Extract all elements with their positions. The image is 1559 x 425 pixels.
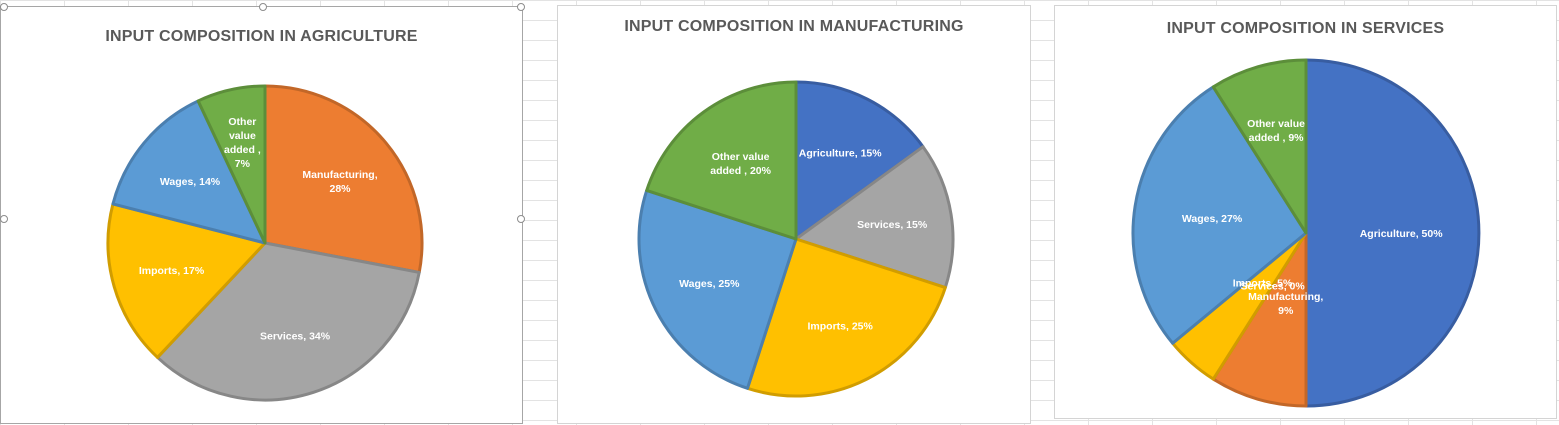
data-label-services: Services, 34% — [260, 331, 331, 343]
data-label-wages: Wages, 14% — [160, 176, 221, 188]
slice-wages[interactable] — [111, 99, 267, 245]
slice-imports[interactable] — [106, 202, 267, 359]
chart-title: INPUT COMPOSITION IN MANUFACTURING — [624, 18, 964, 35]
data-label-manufacturing: Manufacturing, 9% — [1248, 291, 1323, 317]
slice-manufacturing[interactable] — [1211, 231, 1308, 408]
data-label-agriculture: Agriculture, 50% — [1360, 228, 1444, 240]
chart-services[interactable]: INPUT COMPOSITION IN SERVICES Agricultur… — [1054, 5, 1557, 419]
chart-manufacturing[interactable]: INPUT COMPOSITION IN MANUFACTURING Agric… — [557, 5, 1031, 424]
slice-services[interactable] — [156, 241, 421, 402]
pie-chart-services: Agriculture, 50% Manufacturing, 9%Services… — [1131, 58, 1481, 408]
data-label-imports: Imports, 17% — [139, 265, 205, 277]
data-label-wages: Wages, 27% — [1182, 213, 1243, 225]
data-label-agriculture: Agriculture, 15% — [799, 147, 883, 159]
slice-other-value-added[interactable] — [1211, 58, 1308, 235]
chart-title: INPUT COMPOSITION IN AGRICULTURE — [105, 28, 418, 45]
resize-handle-top-middle[interactable] — [259, 3, 267, 11]
resize-handle-middle-left[interactable] — [0, 215, 8, 223]
chart-agriculture[interactable]: INPUT COMPOSITION IN AGRICULTURE Manufac… — [0, 6, 523, 424]
pie-chart-agriculture: Manufacturing, 28% Services, 34% Imports, 1… — [106, 84, 424, 402]
slice-agriculture[interactable] — [1304, 58, 1481, 408]
slice-wages[interactable] — [637, 188, 798, 390]
data-label-services: Services, 0% — [1241, 281, 1306, 293]
data-label-other-value-added: Other value added , 7% — [224, 116, 261, 170]
data-label-imports: Imports, 5% — [1233, 277, 1293, 289]
data-label-other-value-added: Other value added , 9% — [1247, 118, 1305, 144]
data-label-wages: Wages, 25% — [679, 278, 740, 290]
resize-handle-top-left[interactable] — [0, 3, 8, 11]
data-label-services: Services, 15% — [857, 219, 928, 231]
resize-handle-top-right[interactable] — [517, 3, 525, 11]
slice-other-value-added[interactable] — [645, 80, 798, 241]
chart-title: INPUT COMPOSITION IN SERVICES — [1166, 20, 1445, 37]
slice-other-value-added[interactable] — [196, 84, 267, 245]
slice-manufacturing[interactable] — [263, 84, 424, 274]
slice-wages[interactable] — [1131, 85, 1308, 345]
slice-imports[interactable] — [745, 237, 947, 398]
pie-chart-manufacturing: Agriculture, 15% Services, 15% Imports, 25… — [637, 80, 955, 398]
slice-agriculture[interactable] — [794, 80, 925, 241]
resize-handle-middle-right[interactable] — [517, 215, 525, 223]
slice-services[interactable] — [794, 145, 955, 290]
data-label-other-value-added: Other value added , 20% — [710, 151, 771, 177]
data-label-imports: Imports, 25% — [808, 321, 874, 333]
data-label-manufacturing: Manufacturing, 28% — [302, 169, 377, 195]
